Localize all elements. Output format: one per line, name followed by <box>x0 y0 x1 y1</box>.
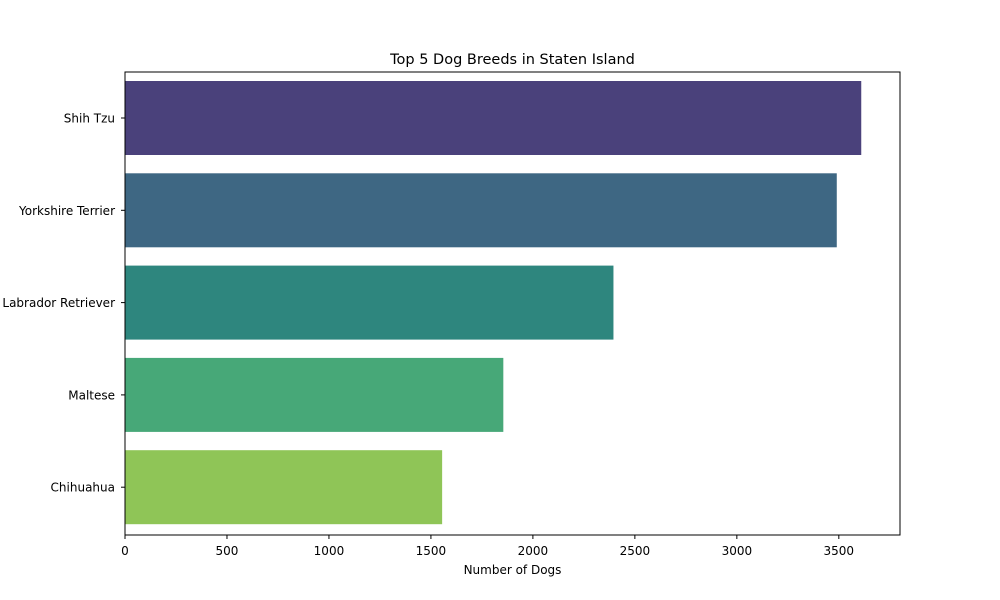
bar-shih-tzu <box>125 81 862 155</box>
y-tick-label: Yorkshire Terrier <box>18 204 115 218</box>
bar-maltese <box>125 357 504 432</box>
x-tick-label: 1000 <box>314 544 345 558</box>
chart-title: Top 5 Dog Breeds in Staten Island <box>389 52 635 68</box>
y-tick-label: Maltese <box>68 388 115 402</box>
x-tick-label: 0 <box>121 544 129 558</box>
y-tick-label: Shih Tzu <box>64 112 115 126</box>
x-tick-label: 3500 <box>824 544 855 558</box>
x-tick-label: 2500 <box>620 544 651 558</box>
x-tick-label: 1500 <box>416 544 447 558</box>
x-tick-label: 2000 <box>518 544 549 558</box>
bar-labrador-retriever <box>125 265 614 340</box>
y-tick-label: Labrador Retriever <box>2 296 115 310</box>
x-axis-label: Number of Dogs <box>464 563 562 577</box>
y-tick-label: Chihuahua <box>51 481 115 495</box>
bar-chihuahua <box>125 450 443 525</box>
plot-frame <box>124 71 901 536</box>
x-tick-label: 3000 <box>722 544 753 558</box>
x-tick-label: 500 <box>216 544 239 558</box>
bar-yorkshire-terrier <box>125 173 837 248</box>
